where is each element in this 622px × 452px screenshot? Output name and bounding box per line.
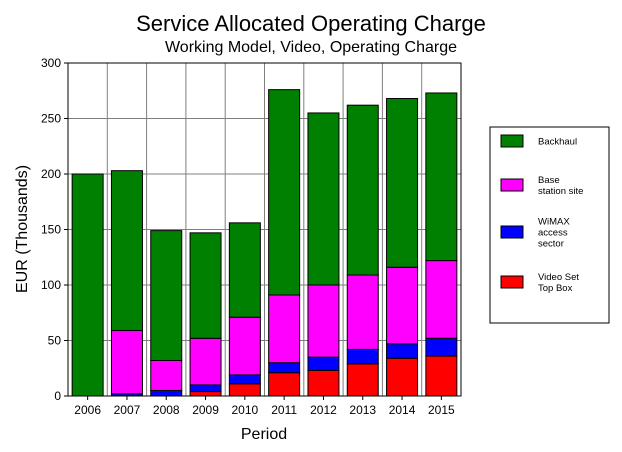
bar-segment xyxy=(425,260,458,339)
bar-segment xyxy=(386,343,419,359)
bar-segment xyxy=(110,170,143,332)
grid xyxy=(68,63,461,396)
bar-segment xyxy=(150,389,183,397)
bar-segment xyxy=(150,230,183,361)
bar-segment xyxy=(307,369,340,397)
bar-segment xyxy=(189,384,222,393)
bar-segment xyxy=(228,383,261,397)
x-tick-label: 2014 xyxy=(389,403,416,417)
legend-label: Video Set Top Box xyxy=(538,272,579,294)
x-tick-label: 2013 xyxy=(349,403,376,417)
bar-segment xyxy=(71,173,104,397)
bar-segment xyxy=(425,355,458,397)
legend-label-line: station site xyxy=(538,186,583,197)
bar-segment xyxy=(425,92,458,262)
legend-label: Base station site xyxy=(538,175,583,197)
y-tick-label: 200 xyxy=(41,167,61,181)
x-axis-label: Period xyxy=(241,426,287,443)
legend-box xyxy=(489,126,610,324)
bar-segment xyxy=(228,374,261,385)
legend: Backhaul Base station site WiMAX access secto… xyxy=(489,126,610,324)
legend-label-line: WiMAX xyxy=(538,217,570,228)
legend-label: Backhaul xyxy=(538,137,577,148)
y-axis-label: EUR (Thousands) xyxy=(14,165,31,293)
bar-segment xyxy=(425,337,458,357)
legend-label-line: Video Set xyxy=(538,272,579,283)
legend-label-line: Base xyxy=(538,175,560,186)
bar-segment xyxy=(346,363,379,397)
bar-segment xyxy=(346,348,379,365)
bar-segment xyxy=(228,316,261,376)
legend-label-line: sector xyxy=(538,239,564,250)
bar-segment xyxy=(307,112,340,286)
bar-segment xyxy=(268,372,301,397)
legend-label: WiMAX access sector xyxy=(538,217,570,250)
y-tick-label: 50 xyxy=(48,334,62,348)
y-tick-label: 0 xyxy=(54,389,61,403)
bar-segment xyxy=(386,98,419,268)
x-tick-label: 2011 xyxy=(271,403,297,417)
y-tick-label: 100 xyxy=(41,278,61,292)
bar-segment xyxy=(268,294,301,364)
y-axis-ticks: 0 50 100 150 200 250 300 xyxy=(41,56,68,403)
bar-segment xyxy=(189,232,222,339)
bars xyxy=(71,89,458,397)
bar-segment xyxy=(386,357,419,397)
bar-segment xyxy=(307,284,340,358)
y-tick-label: 150 xyxy=(41,223,61,237)
legend-label-line: Backhaul xyxy=(538,137,577,148)
x-tick-label: 2010 xyxy=(231,403,258,417)
chart-title: Service Allocated Operating Charge xyxy=(136,11,486,36)
legend-label-line: access xyxy=(538,228,568,239)
legend-label-line: Top Box xyxy=(538,283,573,294)
bar-segment xyxy=(346,104,379,276)
legend-swatch xyxy=(500,134,524,148)
y-tick-label: 250 xyxy=(41,112,61,126)
bar-segment xyxy=(307,356,340,371)
bar-segment xyxy=(268,362,301,374)
x-tick-label: 2008 xyxy=(153,403,180,417)
x-tick-label: 2006 xyxy=(74,403,101,417)
legend-swatch xyxy=(500,275,524,289)
chart-subtitle: Working Model, Video, Operating Charge xyxy=(165,39,457,56)
legend-swatch xyxy=(500,225,524,239)
bar-segment xyxy=(346,274,379,350)
x-axis-ticks: 2006 2007 2008 2009 2010 2011 2012 2013 2014 2015 xyxy=(74,396,455,417)
y-tick-label: 300 xyxy=(41,56,61,70)
x-tick-label: 2015 xyxy=(428,403,455,417)
bar-segment xyxy=(110,330,143,395)
x-tick-label: 2007 xyxy=(114,403,141,417)
x-tick-label: 2009 xyxy=(192,403,219,417)
bar-segment xyxy=(228,222,261,318)
x-tick-label: 2012 xyxy=(310,403,337,417)
bar-segment xyxy=(189,337,222,386)
bar-segment xyxy=(150,359,183,391)
bar-segment xyxy=(268,89,301,296)
bar-segment xyxy=(386,266,419,345)
legend-swatch xyxy=(500,178,524,192)
bar-segment xyxy=(189,391,222,397)
